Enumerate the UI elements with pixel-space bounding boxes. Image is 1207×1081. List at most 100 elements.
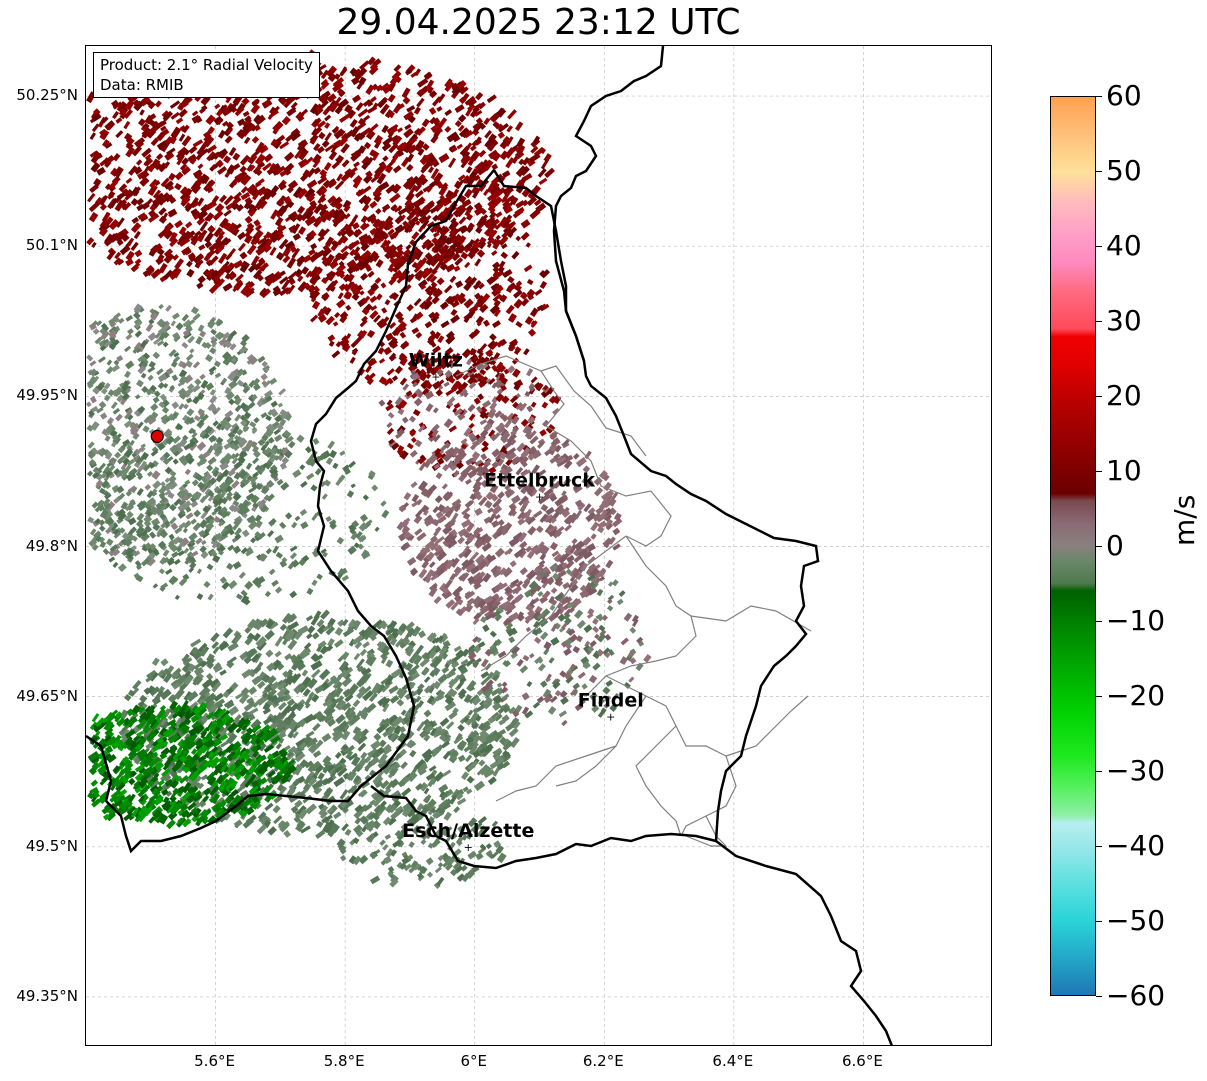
echo-pixel — [269, 246, 277, 256]
echo-pixel — [534, 288, 543, 296]
echo-pixel — [104, 435, 111, 442]
echo-pixel — [272, 120, 284, 133]
echo-pixel — [301, 669, 309, 677]
echo-pixel — [467, 403, 476, 413]
echo-pixel — [186, 268, 195, 278]
echo-pixel — [384, 299, 391, 306]
echo-pixel — [217, 166, 228, 175]
echo-pixel — [331, 350, 341, 359]
echo-pixel — [352, 699, 361, 708]
echo-pixel — [203, 135, 215, 148]
echo-pixel — [474, 206, 485, 216]
echo-pixel — [125, 315, 134, 322]
echo-pixel — [313, 202, 324, 215]
echo-pixel — [125, 146, 135, 158]
echo-pixel — [352, 174, 363, 185]
echo-pixel — [505, 304, 515, 315]
echo-pixel — [471, 128, 480, 137]
echo-pixel — [127, 328, 134, 335]
echo-pixel — [515, 121, 524, 131]
echo-pixel — [269, 163, 282, 174]
echo-pixel — [155, 119, 167, 130]
echo-pixel — [313, 166, 322, 175]
echo-pixel — [401, 416, 409, 424]
echo-pixel — [391, 183, 402, 194]
echo-pixel — [321, 140, 330, 148]
echo-pixel — [332, 811, 342, 820]
echo-pixel — [409, 449, 418, 458]
echo-pixel — [227, 222, 238, 234]
echo-pixel — [432, 231, 440, 238]
echo-pixel — [207, 320, 216, 329]
echo-pixel — [505, 194, 516, 203]
echo-pixel — [178, 403, 185, 410]
echo-pixel — [269, 185, 280, 196]
echo-pixel — [173, 558, 181, 565]
echo-pixel — [116, 258, 125, 266]
echo-pixel — [235, 273, 244, 283]
echo-pixel — [279, 623, 287, 632]
echo-pixel — [491, 520, 500, 528]
echo-pixel — [213, 227, 223, 238]
echo-pixel — [210, 632, 220, 643]
echo-pixel — [306, 633, 313, 640]
echo-pixel — [373, 134, 384, 145]
echo-pixel — [543, 153, 552, 163]
echo-pixel — [391, 134, 400, 143]
echo-pixel — [488, 133, 497, 143]
echo-pixel — [195, 153, 203, 161]
echo-pixel — [359, 222, 369, 231]
echo-pixel — [178, 133, 186, 142]
echo-pixel — [255, 169, 263, 177]
echo-pixel — [108, 219, 120, 231]
echo-pixel — [403, 492, 412, 501]
echo-pixel — [312, 117, 322, 126]
echo-pixel — [391, 375, 399, 382]
echo-pixel — [416, 97, 425, 108]
echo-pixel — [152, 480, 162, 490]
echo-pixel — [380, 282, 387, 289]
echo-pixel — [196, 217, 206, 226]
echo-pixel — [489, 211, 497, 220]
echo-pixel — [209, 389, 217, 396]
echo-pixel — [492, 121, 499, 128]
echo-pixel — [469, 109, 478, 118]
echo-pixel — [435, 472, 443, 480]
echo-pixel — [260, 373, 268, 381]
echo-pixel — [357, 121, 367, 130]
echo-pixel — [362, 641, 370, 649]
echo-pixel — [402, 96, 411, 105]
echo-pixel — [415, 250, 424, 261]
echo-pixel — [369, 295, 378, 303]
echo-pixel — [386, 427, 395, 436]
echo-pixel — [405, 244, 412, 251]
echo-pixel — [529, 307, 539, 318]
echo-pixel — [412, 408, 421, 417]
echo-pixel — [156, 368, 164, 376]
echo-pixel — [279, 276, 289, 285]
echo-pixel — [310, 314, 319, 323]
echo-pixel — [506, 125, 513, 133]
echo-pixel — [130, 262, 141, 272]
echo-pixel — [209, 395, 218, 404]
echo-pixel — [336, 173, 343, 182]
radar-map[interactable]: + Wiltz + Ettelbruck + Findel + Esch/Alzette — [85, 45, 992, 1046]
echo-pixel — [362, 203, 370, 213]
echo-pixel — [417, 630, 427, 639]
echo-pixel — [317, 120, 327, 129]
echo-pixel — [306, 179, 318, 189]
echo-pixel — [318, 64, 327, 71]
echo-pixel — [396, 698, 405, 707]
echo-pixel — [203, 133, 212, 142]
echo-pixel — [458, 246, 465, 254]
echo-pixel — [394, 365, 404, 375]
echo-pixel — [202, 268, 210, 276]
echo-pixel — [564, 524, 572, 532]
echo-pixel — [185, 397, 193, 404]
echo-pixel — [461, 174, 471, 184]
echo-pixel — [228, 146, 237, 157]
echo-pixel — [244, 234, 253, 244]
echo-pixel — [575, 456, 587, 468]
echo-pixel — [321, 212, 330, 223]
echo-pixel — [169, 516, 177, 525]
